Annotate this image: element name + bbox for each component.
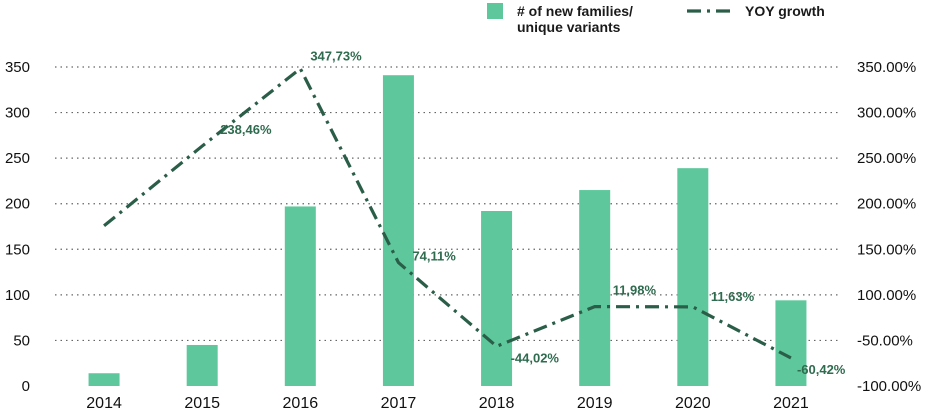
yoy-line-layer bbox=[103, 67, 792, 360]
bar-2020 bbox=[677, 168, 709, 386]
yoy-data-label: 238,46% bbox=[220, 122, 272, 137]
y-right-tick-label: 200.00% bbox=[857, 196, 916, 213]
y-left-tick-label: 150 bbox=[5, 241, 30, 258]
yoy-data-label: -44,02% bbox=[511, 350, 560, 365]
legend-bar-swatch bbox=[487, 3, 503, 19]
yoy-data-label: 347,73% bbox=[310, 49, 362, 64]
y-left-tick-label: 0 bbox=[22, 378, 30, 395]
bar-2014 bbox=[88, 373, 120, 386]
x-tick-label: 2017 bbox=[381, 395, 417, 412]
y-left-tick-label: 350 bbox=[5, 59, 30, 76]
x-tick-label: 2018 bbox=[479, 395, 515, 412]
y-left-tick-label: 250 bbox=[5, 150, 30, 167]
x-tick-label: 2021 bbox=[773, 395, 809, 412]
y-right-tick-label: 350.00% bbox=[857, 59, 916, 76]
bar-2017 bbox=[382, 75, 414, 387]
y-right-tick-label: 150.00% bbox=[857, 241, 916, 258]
legend: # of new families/unique variants YOY gro… bbox=[487, 3, 825, 35]
y-right-tick-label: 250.00% bbox=[857, 150, 916, 167]
x-axis: 2014 2015 2016 2017 2018 2019 2020 2021 bbox=[86, 395, 809, 412]
yoy-data-label: -60,42% bbox=[797, 362, 846, 377]
bar-2019 bbox=[579, 190, 611, 386]
left-axis: 0 50 100 150 200 250 300 350 bbox=[5, 59, 30, 395]
x-tick-label: 2019 bbox=[577, 395, 613, 412]
x-tick-label: 2015 bbox=[184, 395, 220, 412]
bar-2015 bbox=[186, 344, 218, 386]
yoy-data-label: 74,11% bbox=[412, 249, 456, 264]
y-left-tick-label: 100 bbox=[5, 287, 30, 304]
right-axis: -100.00% -50.00% 100.00% 150.00% 200.00% 250.… bbox=[857, 59, 921, 395]
bar-2016 bbox=[284, 206, 316, 386]
x-tick-label: 2016 bbox=[283, 395, 319, 412]
y-right-tick-label: 100.00% bbox=[857, 287, 916, 304]
y-right-tick-label: -50.00% bbox=[857, 332, 913, 349]
yoy-data-label: 11,63% bbox=[711, 289, 755, 304]
legend-label: unique variants bbox=[517, 19, 621, 35]
x-tick-label: 2020 bbox=[675, 395, 711, 412]
y-left-tick-label: 50 bbox=[13, 332, 30, 349]
x-tick-label: 2014 bbox=[86, 395, 122, 412]
y-right-tick-label: -100.00% bbox=[857, 378, 921, 395]
bars bbox=[88, 75, 807, 387]
y-left-tick-label: 300 bbox=[5, 105, 30, 122]
y-right-tick-label: 300.00% bbox=[857, 105, 916, 122]
data-labels: 238,46% 347,73% 74,11% -44,02% 11,98% 11,63% -… bbox=[220, 49, 846, 377]
bar-2021 bbox=[775, 300, 807, 386]
bar-2018 bbox=[481, 211, 513, 386]
yoy-growth-line bbox=[103, 67, 792, 360]
y-left-tick-label: 200 bbox=[5, 196, 30, 213]
yoy-data-label: 11,98% bbox=[613, 283, 657, 298]
legend-label: YOY growth bbox=[745, 3, 825, 19]
legend-label: # of new families/ bbox=[517, 3, 633, 19]
